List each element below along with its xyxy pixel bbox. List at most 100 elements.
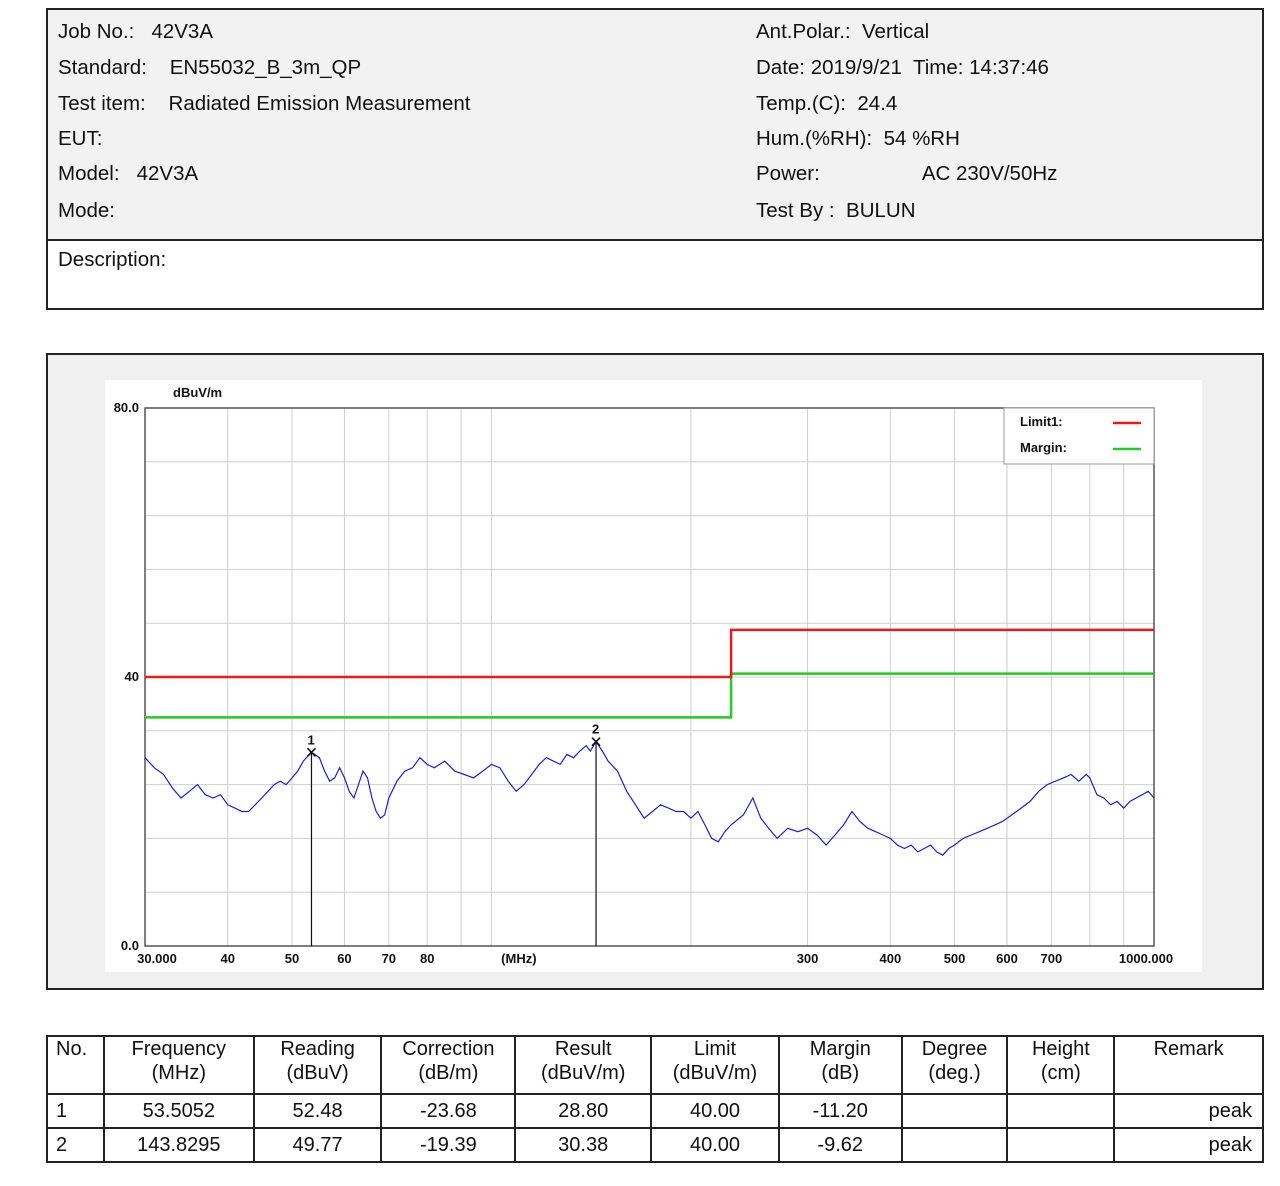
temp-row: Temp.(C): 24.4 (756, 92, 897, 116)
header-limit-title: Limit (693, 1038, 737, 1060)
markers: 12 (306, 722, 601, 946)
eut-row: EUT: (58, 127, 102, 151)
header-frequency: Frequency (MHz) (102, 1035, 255, 1095)
mode-row: Mode: (58, 199, 115, 223)
info-header: Job No.: 42V3A Standard: EN55032_B_3m_QP… (46, 8, 1264, 310)
standard-row: Standard: EN55032_B_3m_QP (58, 56, 361, 80)
header-height: Height (cm) (1006, 1035, 1116, 1095)
standard-value: EN55032_B_3m_QP (169, 56, 362, 79)
cell-height (1006, 1093, 1116, 1129)
header-result-title: Result (554, 1038, 612, 1060)
header-correction-unit: (dB/m) (418, 1062, 479, 1084)
mode-label: Mode: (58, 199, 115, 222)
job-row: Job No.: 42V3A (58, 20, 213, 44)
x-tick-label: 300 (797, 951, 819, 966)
cell-no: 1 (46, 1093, 105, 1129)
cell-limit: 40.00 (650, 1093, 780, 1129)
marker-1-cross (306, 747, 317, 757)
table-row: 1 53.5052 52.48 -23.68 28.80 40.00 -11.20 peak (46, 1093, 1264, 1129)
hum-label: Hum.(%RH): (756, 127, 873, 150)
cell-degree (900, 1127, 1009, 1163)
x-tick-label: 1000.000 (1119, 951, 1173, 966)
temp-value: 24.4 (857, 92, 898, 115)
header-degree-title: Degree (921, 1038, 988, 1060)
x-tick-label: 60 (337, 951, 351, 966)
info-panel: Job No.: 42V3A Standard: EN55032_B_3m_QP… (48, 10, 1262, 241)
header-reading-title: Reading (280, 1038, 355, 1060)
job-label: Job No.: (58, 20, 135, 43)
cell-correction: -23.68 (380, 1093, 517, 1129)
header-margin-unit: (dB) (821, 1062, 860, 1084)
temp-label: Temp.(C): (756, 92, 846, 115)
y-tick-label: 80.0 (114, 400, 139, 415)
power-label: Power: (756, 162, 820, 185)
cell-height (1006, 1127, 1116, 1163)
description-label: Description: (58, 248, 167, 271)
x-tick-label: 50 (285, 951, 299, 966)
cell-remark: peak (1113, 1093, 1264, 1129)
marker-1-label: 1 (307, 732, 314, 747)
x-tick-label: 600 (996, 951, 1018, 966)
test-item-value: Radiated Emission Measurement (168, 92, 471, 115)
x-tick-label: 30.000 (137, 951, 177, 966)
limit-line (145, 628, 1154, 679)
cell-frequency: 143.8295 (102, 1127, 255, 1163)
results-table: No. Frequency (MHz) Reading (dBuV) Correction… (46, 1035, 1264, 1163)
standard-label: Standard: (58, 56, 147, 79)
header-result-unit: (dBuV/m) (540, 1062, 626, 1084)
cell-reading: 52.48 (252, 1093, 383, 1129)
eut-label: EUT: (58, 127, 103, 150)
power-value: AC 230V/50Hz (921, 162, 1058, 185)
header-frequency-title: Frequency (131, 1038, 227, 1060)
date-row: Date: 2019/9/21 Time: 14:37:46 (756, 56, 1049, 80)
header-margin-title: Margin (809, 1038, 871, 1060)
x-tick-label: 500 (944, 951, 966, 966)
cell-degree (900, 1093, 1009, 1129)
x-tick-label: 40 (221, 951, 235, 966)
tick-labels: 80.0 40 0.030.000 40 50 60 70 80 300 400 500 600 700… (114, 400, 1173, 966)
time-value: 14:37:46 (969, 56, 1049, 79)
cell-correction: -19.39 (380, 1127, 517, 1163)
cell-remark: peak (1113, 1127, 1264, 1163)
cell-margin: -11.20 (777, 1093, 903, 1129)
header-degree-unit: (deg.) (928, 1062, 981, 1084)
cell-no: 2 (46, 1127, 105, 1163)
y-unit-label: dBuV/m (173, 385, 222, 400)
legend-label-margin: Margin: (1020, 440, 1067, 455)
x-tick-label: 70 (382, 951, 396, 966)
header-correction: Correction (dB/m) (380, 1035, 517, 1095)
table-body: 1 53.5052 52.48 -23.68 28.80 40.00 -11.20 peak 2… (46, 1093, 1264, 1163)
job-value: 42V3A (151, 20, 214, 43)
x-tick-label: 80 (420, 951, 434, 966)
hum-value: 54 %RH (883, 127, 960, 150)
x-tick-label: 700 (1041, 951, 1063, 966)
cell-result: 30.38 (514, 1127, 653, 1163)
legend: Limit1: Margin: (1003, 407, 1155, 465)
cell-reading: 49.77 (252, 1127, 383, 1163)
header-remark-title: Remark (1153, 1038, 1224, 1060)
time-label: Time: (912, 56, 964, 79)
header-degree: Degree (deg.) (900, 1035, 1009, 1095)
x-tick-label: 400 (879, 951, 901, 966)
header-frequency-unit: (MHz) (151, 1062, 207, 1084)
cell-limit: 40.00 (650, 1127, 780, 1163)
model-label: Model: (58, 162, 120, 185)
header-reading-unit: (dBuV) (286, 1062, 349, 1084)
ant-label: Ant.Polar.: (756, 20, 851, 43)
marker-2-cross (591, 737, 601, 747)
header-height-unit: (cm) (1040, 1062, 1081, 1084)
model-row: Model: 42V3A (58, 162, 198, 186)
testby-value: BULUN (846, 199, 916, 222)
header-remark: Remark (1113, 1035, 1264, 1095)
date-label: Date: (756, 56, 805, 79)
table-header-row: No. Frequency (MHz) Reading (dBuV) Correction… (46, 1035, 1264, 1095)
header-height-title: Height (1031, 1038, 1090, 1060)
ant-row: Ant.Polar.: Vertical (756, 20, 929, 44)
testby-label: Test By : (756, 199, 835, 222)
header-no-title: No. (56, 1038, 88, 1060)
marker-2-label: 2 (592, 722, 599, 737)
y-tick-label: 0.0 (121, 938, 139, 953)
table-row: 2 143.8295 49.77 -19.39 30.38 40.00 -9.62 peak (46, 1127, 1264, 1163)
